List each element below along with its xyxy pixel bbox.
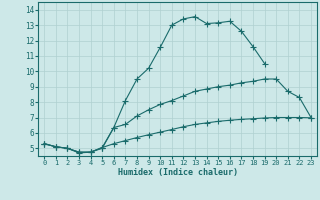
X-axis label: Humidex (Indice chaleur): Humidex (Indice chaleur): [118, 168, 238, 177]
